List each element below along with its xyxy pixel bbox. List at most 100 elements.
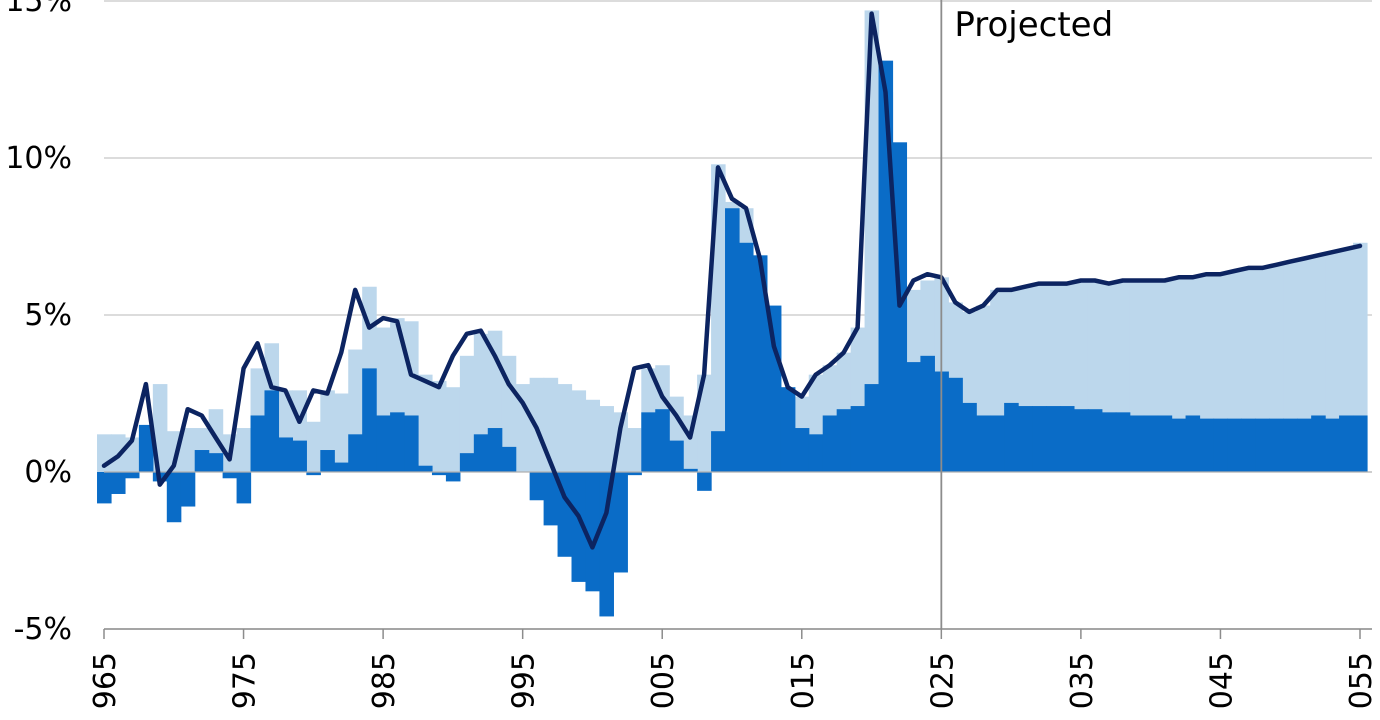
y-tick-label-1: 0% (24, 455, 72, 490)
dark-bar-2037 (1101, 412, 1117, 472)
x-tick-label-2055: 055 (1344, 652, 1379, 709)
dark-bar-2030 (1004, 402, 1019, 472)
light-bar-2003 (627, 428, 642, 472)
dark-bar-2055 (1353, 415, 1368, 472)
y-tick-label-4: 15% (5, 0, 72, 19)
dark-bar-2012 (752, 255, 768, 472)
dark-bar-1978 (278, 437, 293, 472)
dark-bar-2035 (1073, 409, 1089, 472)
dark-bar-2006 (669, 440, 684, 472)
dark-bar-2046 (1227, 418, 1242, 472)
dark-bar-1977 (264, 390, 280, 472)
dark-bar-1985 (376, 415, 391, 472)
dark-bar-2005 (655, 409, 670, 472)
dark-bar-2016 (808, 434, 824, 472)
dark-bar-1981 (320, 450, 335, 472)
dark-bar-2001 (599, 472, 614, 617)
dark-bar-1970 (166, 472, 182, 523)
light-bar-1999 (571, 390, 587, 472)
dark-bar-2028 (976, 415, 991, 472)
dark-bar-2011 (738, 242, 754, 472)
dark-bar-1991 (459, 453, 475, 472)
dark-bar-2033 (1046, 406, 1061, 472)
dark-bar-2010 (725, 208, 740, 473)
dark-bar-1989 (431, 472, 447, 476)
y-tick-label-0: -5% (14, 612, 72, 647)
x-tick-label-1995: 995 (507, 652, 542, 709)
dark-bar-2053 (1325, 418, 1340, 472)
dark-bar-2042 (1171, 418, 1187, 472)
light-bar-1975 (236, 428, 252, 472)
dark-bar-2009 (711, 431, 726, 472)
dark-bar-2031 (1018, 406, 1033, 472)
dark-bar-1984 (362, 368, 377, 472)
dark-bar-1973 (208, 453, 224, 472)
dark-bar-2004 (641, 412, 656, 472)
dark-bar-2019 (850, 406, 866, 472)
light-bar-1980 (306, 421, 321, 472)
x-tick-label-2025: 025 (925, 652, 960, 709)
dark-bar-2052 (1311, 415, 1326, 472)
dark-bar-series (97, 60, 1368, 617)
x-tick-label-1965: 965 (88, 652, 123, 709)
dark-bar-2023 (906, 362, 921, 472)
dark-bar-1980 (306, 472, 321, 476)
dark-bar-1972 (194, 450, 210, 472)
light-bar-1991 (459, 355, 475, 472)
dark-bar-2013 (766, 305, 782, 472)
axes (103, 471, 1372, 639)
dark-bar-1968 (138, 424, 154, 472)
dark-bar-2032 (1032, 406, 1047, 472)
dark-bar-2015 (794, 428, 810, 472)
x-tick-label-1985: 985 (367, 652, 402, 709)
dark-bar-2049 (1269, 418, 1284, 472)
dark-bar-1965 (97, 472, 112, 504)
dark-bar-1974 (222, 472, 238, 479)
dark-bar-2036 (1087, 409, 1103, 472)
dark-bar-2007 (683, 468, 698, 472)
light-bar-1994 (501, 355, 517, 472)
dark-bar-2014 (780, 387, 796, 472)
dark-bar-1987 (404, 415, 419, 472)
x-tick-label-2035: 035 (1065, 652, 1100, 709)
dark-bar-2026 (948, 377, 963, 472)
dark-bar-2048 (1255, 418, 1270, 472)
light-bar-1988 (418, 374, 433, 472)
light-bar-1982 (334, 393, 349, 472)
x-tick-label-2005: 005 (646, 652, 681, 709)
tick-labels: -5% 0% 5% 10% 15% 965 975 985 995 005 015 025 035 045… (5, 0, 1379, 709)
light-bar-1990 (445, 387, 461, 472)
y-tick-label-3: 10% (5, 141, 72, 176)
dark-bar-2024 (920, 355, 935, 472)
dark-bar-1967 (124, 472, 140, 479)
dark-bar-2027 (962, 402, 977, 472)
dark-bar-2018 (836, 409, 852, 472)
dark-bar-2043 (1185, 415, 1201, 472)
dark-bar-1979 (292, 440, 307, 472)
dark-bar-1990 (445, 472, 461, 482)
dark-bar-2051 (1297, 418, 1312, 472)
dark-bar-2041 (1157, 415, 1173, 472)
dark-bar-2039 (1129, 415, 1145, 472)
light-bar-1998 (557, 384, 573, 472)
line-series (101, 11, 1363, 550)
dark-bar-2017 (822, 415, 838, 472)
dark-bar-1975 (236, 472, 252, 504)
light-bar-1989 (431, 380, 447, 472)
dark-bar-1982 (334, 462, 349, 472)
dark-bar-1999 (571, 472, 587, 582)
light-bar-2055 (1353, 242, 1368, 472)
dark-bar-2047 (1241, 418, 1256, 472)
dark-bar-2003 (627, 472, 642, 476)
dark-bar-1986 (390, 412, 405, 472)
dark-bar-1971 (180, 472, 196, 507)
light-bar-2053 (1325, 252, 1340, 472)
dark-bar-2050 (1283, 418, 1298, 472)
dark-bar-1996 (529, 472, 545, 501)
dark-bar-2040 (1143, 415, 1159, 472)
dark-bar-1966 (110, 472, 126, 494)
dark-bar-2045 (1213, 418, 1229, 472)
x-tick-label-1975: 975 (228, 652, 263, 709)
light-bar-2007 (683, 415, 698, 472)
